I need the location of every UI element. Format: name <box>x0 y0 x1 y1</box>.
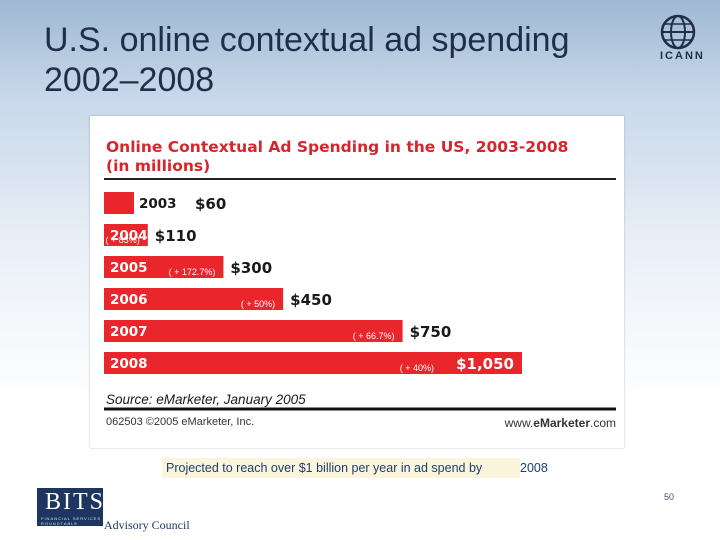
caption-main: Projected to reach over $1 billion per y… <box>166 461 483 475</box>
emarketer-brand: www.eMarketer.com <box>504 416 616 430</box>
bits-logo-subtext: FINANCIAL SERVICES ROUNDTABLE <box>41 516 102 526</box>
chart-svg: Online Contextual Ad Spending in the US,… <box>104 138 616 430</box>
caption: Projected to reach over $1 billion per y… <box>162 458 520 478</box>
category-label-2003: 2003 <box>139 196 177 212</box>
bar-2004 <box>104 224 148 246</box>
brand-post: .com <box>590 416 616 430</box>
growth-label-2008: ( + 40%) <box>400 363 434 373</box>
bar-2007 <box>104 320 403 342</box>
chart-subtitle: (in millions) <box>106 157 210 175</box>
value-label-2003: $60 <box>195 195 226 213</box>
value-label-2004: $110 <box>155 227 197 245</box>
footer-advisory-text: Advisory Council <box>104 518 190 532</box>
growth-label-2004: ( + 83%) <box>106 235 140 245</box>
slide-title-line2: 2002–2008 <box>44 61 215 99</box>
chart-footnote: 062503 ©2005 eMarketer, Inc. <box>106 416 254 428</box>
category-label-2005: 2005 <box>110 260 148 276</box>
category-label-2008: 2008 <box>110 356 148 372</box>
growth-label-2006: ( + 50%) <box>241 299 275 309</box>
slide-title-line1: U.S. online contextual ad spending <box>44 21 570 59</box>
chart-source: Source: eMarketer, January 2005 <box>106 392 306 407</box>
value-label-2006: $450 <box>290 291 332 309</box>
bar-2006 <box>104 288 284 310</box>
brand-bold: eMarketer <box>533 416 590 430</box>
brand-pre: www. <box>504 416 534 430</box>
bits-logo-text: BITS <box>45 489 106 515</box>
caption-tail: 2008 <box>520 461 548 475</box>
value-label-2005: $300 <box>230 259 272 277</box>
category-label-2007: 2007 <box>110 324 148 340</box>
value-label-2008: $1,050 <box>456 355 514 373</box>
bits-logo: BITS FINANCIAL SERVICES ROUNDTABLE <box>37 488 103 526</box>
chart-title: Online Contextual Ad Spending in the US,… <box>106 138 568 156</box>
bar-2005 <box>104 256 224 278</box>
value-label-2007: $750 <box>410 323 452 341</box>
chart-panel: Online Contextual Ad Spending in the US,… <box>90 116 624 448</box>
bar-2003 <box>104 192 134 214</box>
slide-title: U.S. online contextual ad spending 2002–… <box>44 20 664 100</box>
growth-label-2005: ( + 172.7%) <box>169 267 216 277</box>
category-label-2004: 2004 <box>110 228 148 244</box>
bar-2008 <box>104 352 522 374</box>
growth-label-2007: ( + 66.7%) <box>353 331 395 341</box>
globe-logo-icon: ICANN <box>648 10 708 66</box>
category-label-2006: 2006 <box>110 292 148 308</box>
page-number: 50 <box>664 492 675 502</box>
bars-layer: 2003 $60 2004 $110 ( + 83%) 2005 $300 ( + 172.7… <box>104 192 522 374</box>
logo-text: ICANN <box>660 50 705 62</box>
